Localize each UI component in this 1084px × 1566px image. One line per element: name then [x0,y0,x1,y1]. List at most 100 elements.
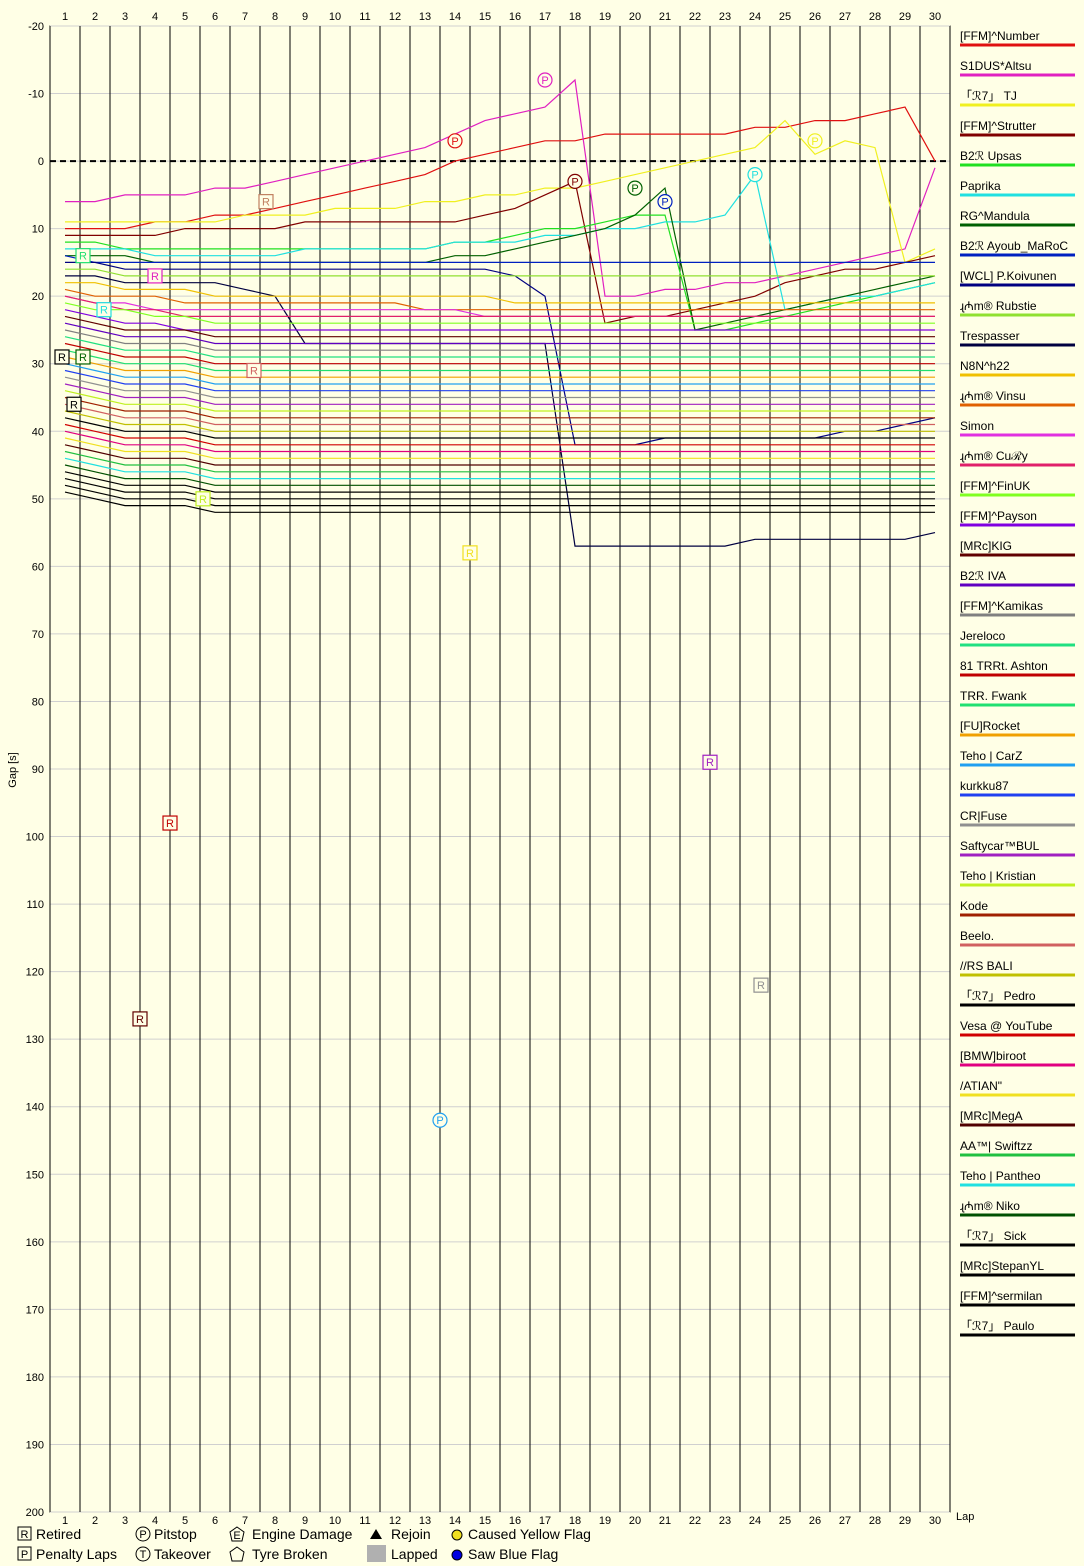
legend-entry: [FFM]^FinUK [960,479,1075,497]
x-tick-label-bottom: 19 [599,1515,611,1527]
marker-shape [132,1011,148,1027]
legend-label: B2ℛ Upsas [960,149,1022,163]
legend-entry: [FFM]^Payson [960,509,1075,527]
svg-text:R: R [21,1529,29,1541]
series-line [64,255,935,263]
x-tick-label-bottom: 26 [809,1515,821,1527]
y-tick-label: 20 [32,291,44,303]
series-line [64,403,935,426]
marker-letter: R [79,251,87,263]
legend-entry: Teho | CarZ [960,749,1075,767]
series-line [64,383,935,405]
marker-shape [657,194,673,210]
series-layer [64,78,936,547]
legend-entry: Saftycar™BUL [960,839,1075,857]
x-tick-label-top: 6 [212,11,218,23]
y-tick-label: 180 [26,1372,44,1384]
x-tick-label-bottom: 22 [689,1515,701,1527]
legend-entry: [FFM]^Number [960,29,1075,47]
legend-label: ɻ₼m® Cuℛy [960,449,1028,463]
x-tick-label-top: 12 [389,11,401,23]
marker-letter: P [631,183,638,195]
marker-letter: R [100,305,108,317]
series-line [65,180,936,324]
key-lapped-label: Lapped [391,1546,438,1562]
legend-label: 「ℛ7」 TJ [960,89,1017,103]
legend-entry: //RS BALI [960,959,1075,977]
marker-shape [75,349,91,365]
y-tick-label: 30 [32,359,44,371]
legend-label: [MRc]MegA [960,1109,1023,1123]
legend-label: B2ℛ Ayoub_MaRoC [960,239,1068,253]
legend-label: [FFM]^sermilan [960,1289,1042,1303]
x-tick-label-top: 21 [659,11,671,23]
key-pitstop: P Pitstop [135,1526,197,1542]
legend-label: Trespasser [960,329,1020,343]
series-line [64,430,935,453]
legend-label: [MRc]StepanYL [960,1259,1044,1273]
marker-letter: R [466,548,474,560]
x-tick-label-top: 20 [629,11,641,23]
series-line [64,302,935,324]
legend-entry: B2ℛ Ayoub_MaRoC [960,239,1075,257]
marker-letter: R [262,197,270,209]
y-tick-label: -20 [28,21,44,33]
legend-entry: AA™| Swiftzz [960,1139,1075,1157]
y-tick-label: 170 [26,1304,44,1316]
x-tick-label-top: 11 [359,11,370,23]
legend-entry: N8N^h22 [960,359,1075,377]
x-tick-label-bottom: 14 [449,1515,461,1527]
retired-marker: R [75,248,91,264]
legend-entry: Vesa @ YouTube [960,1019,1075,1037]
y-tick-label: 60 [32,561,44,573]
pitstop-marker: P [432,1112,448,1128]
legend-entry: S1DUS*Altsu [960,59,1075,77]
marker-shape [702,754,718,770]
key-rejoin-label: Rejoin [391,1526,431,1542]
key-retired: R Retired [17,1526,81,1542]
legend-entry: Teho | Pantheo [960,1169,1075,1187]
legend-label: kurkku87 [960,779,1009,793]
series-line [64,410,935,432]
x-tick-label-bottom: 23 [719,1515,731,1527]
legend-label: 「ℛ7」 Sick [960,1229,1027,1243]
series-line [64,363,935,385]
marker-shape [195,491,211,507]
key-saw-blue: Saw Blue Flag [451,1546,558,1562]
x-tick-label-bottom: 3 [122,1515,128,1527]
legend-entry: [FU]Rocket [960,719,1075,737]
x-tick-label-top: 29 [899,11,911,23]
retired-marker: R [195,491,211,507]
x-tick-label-top: 2 [92,11,98,23]
pitstop-marker: P [627,180,643,196]
pitstop-marker: P [567,173,583,189]
x-tick-label-bottom: 9 [302,1515,308,1527]
x-tick-label-top: 15 [479,11,491,23]
svg-text:E: E [233,1530,240,1542]
y-axis-label: Gap [s] [7,752,19,787]
x-tick-label-top: 14 [449,11,461,23]
marker-shape [246,362,262,379]
series-line [65,268,935,277]
marker-letter: R [58,352,66,364]
legend: [FFM]^Number S1DUS*Altsu 「ℛ7」 TJ [FFM]^Stru… [960,29,1075,1337]
marker-shape [147,268,163,284]
retired-marker: R [132,1011,148,1027]
series-line [64,329,935,351]
series-line [64,322,935,345]
legend-entry: [FFM]^sermilan [960,1289,1075,1307]
marker-letter: P [661,197,668,209]
marker-letter: R [166,818,174,830]
key-engine-damage-label: Engine Damage [252,1526,353,1542]
x-tick-label-top: 5 [182,11,188,23]
marker-shape [447,133,463,149]
x-axis-label: Lap [956,1511,974,1523]
series-line [64,464,935,486]
x-tick-label-top: 28 [869,11,881,23]
marker-letter: P [751,170,758,182]
legend-label: Teho | Pantheo [960,1169,1041,1183]
legend-entry: /ATIAN" [960,1079,1075,1097]
legend-label: 81 TRRt. Ashton [960,659,1048,673]
y-tick-label: 130 [26,1034,44,1046]
